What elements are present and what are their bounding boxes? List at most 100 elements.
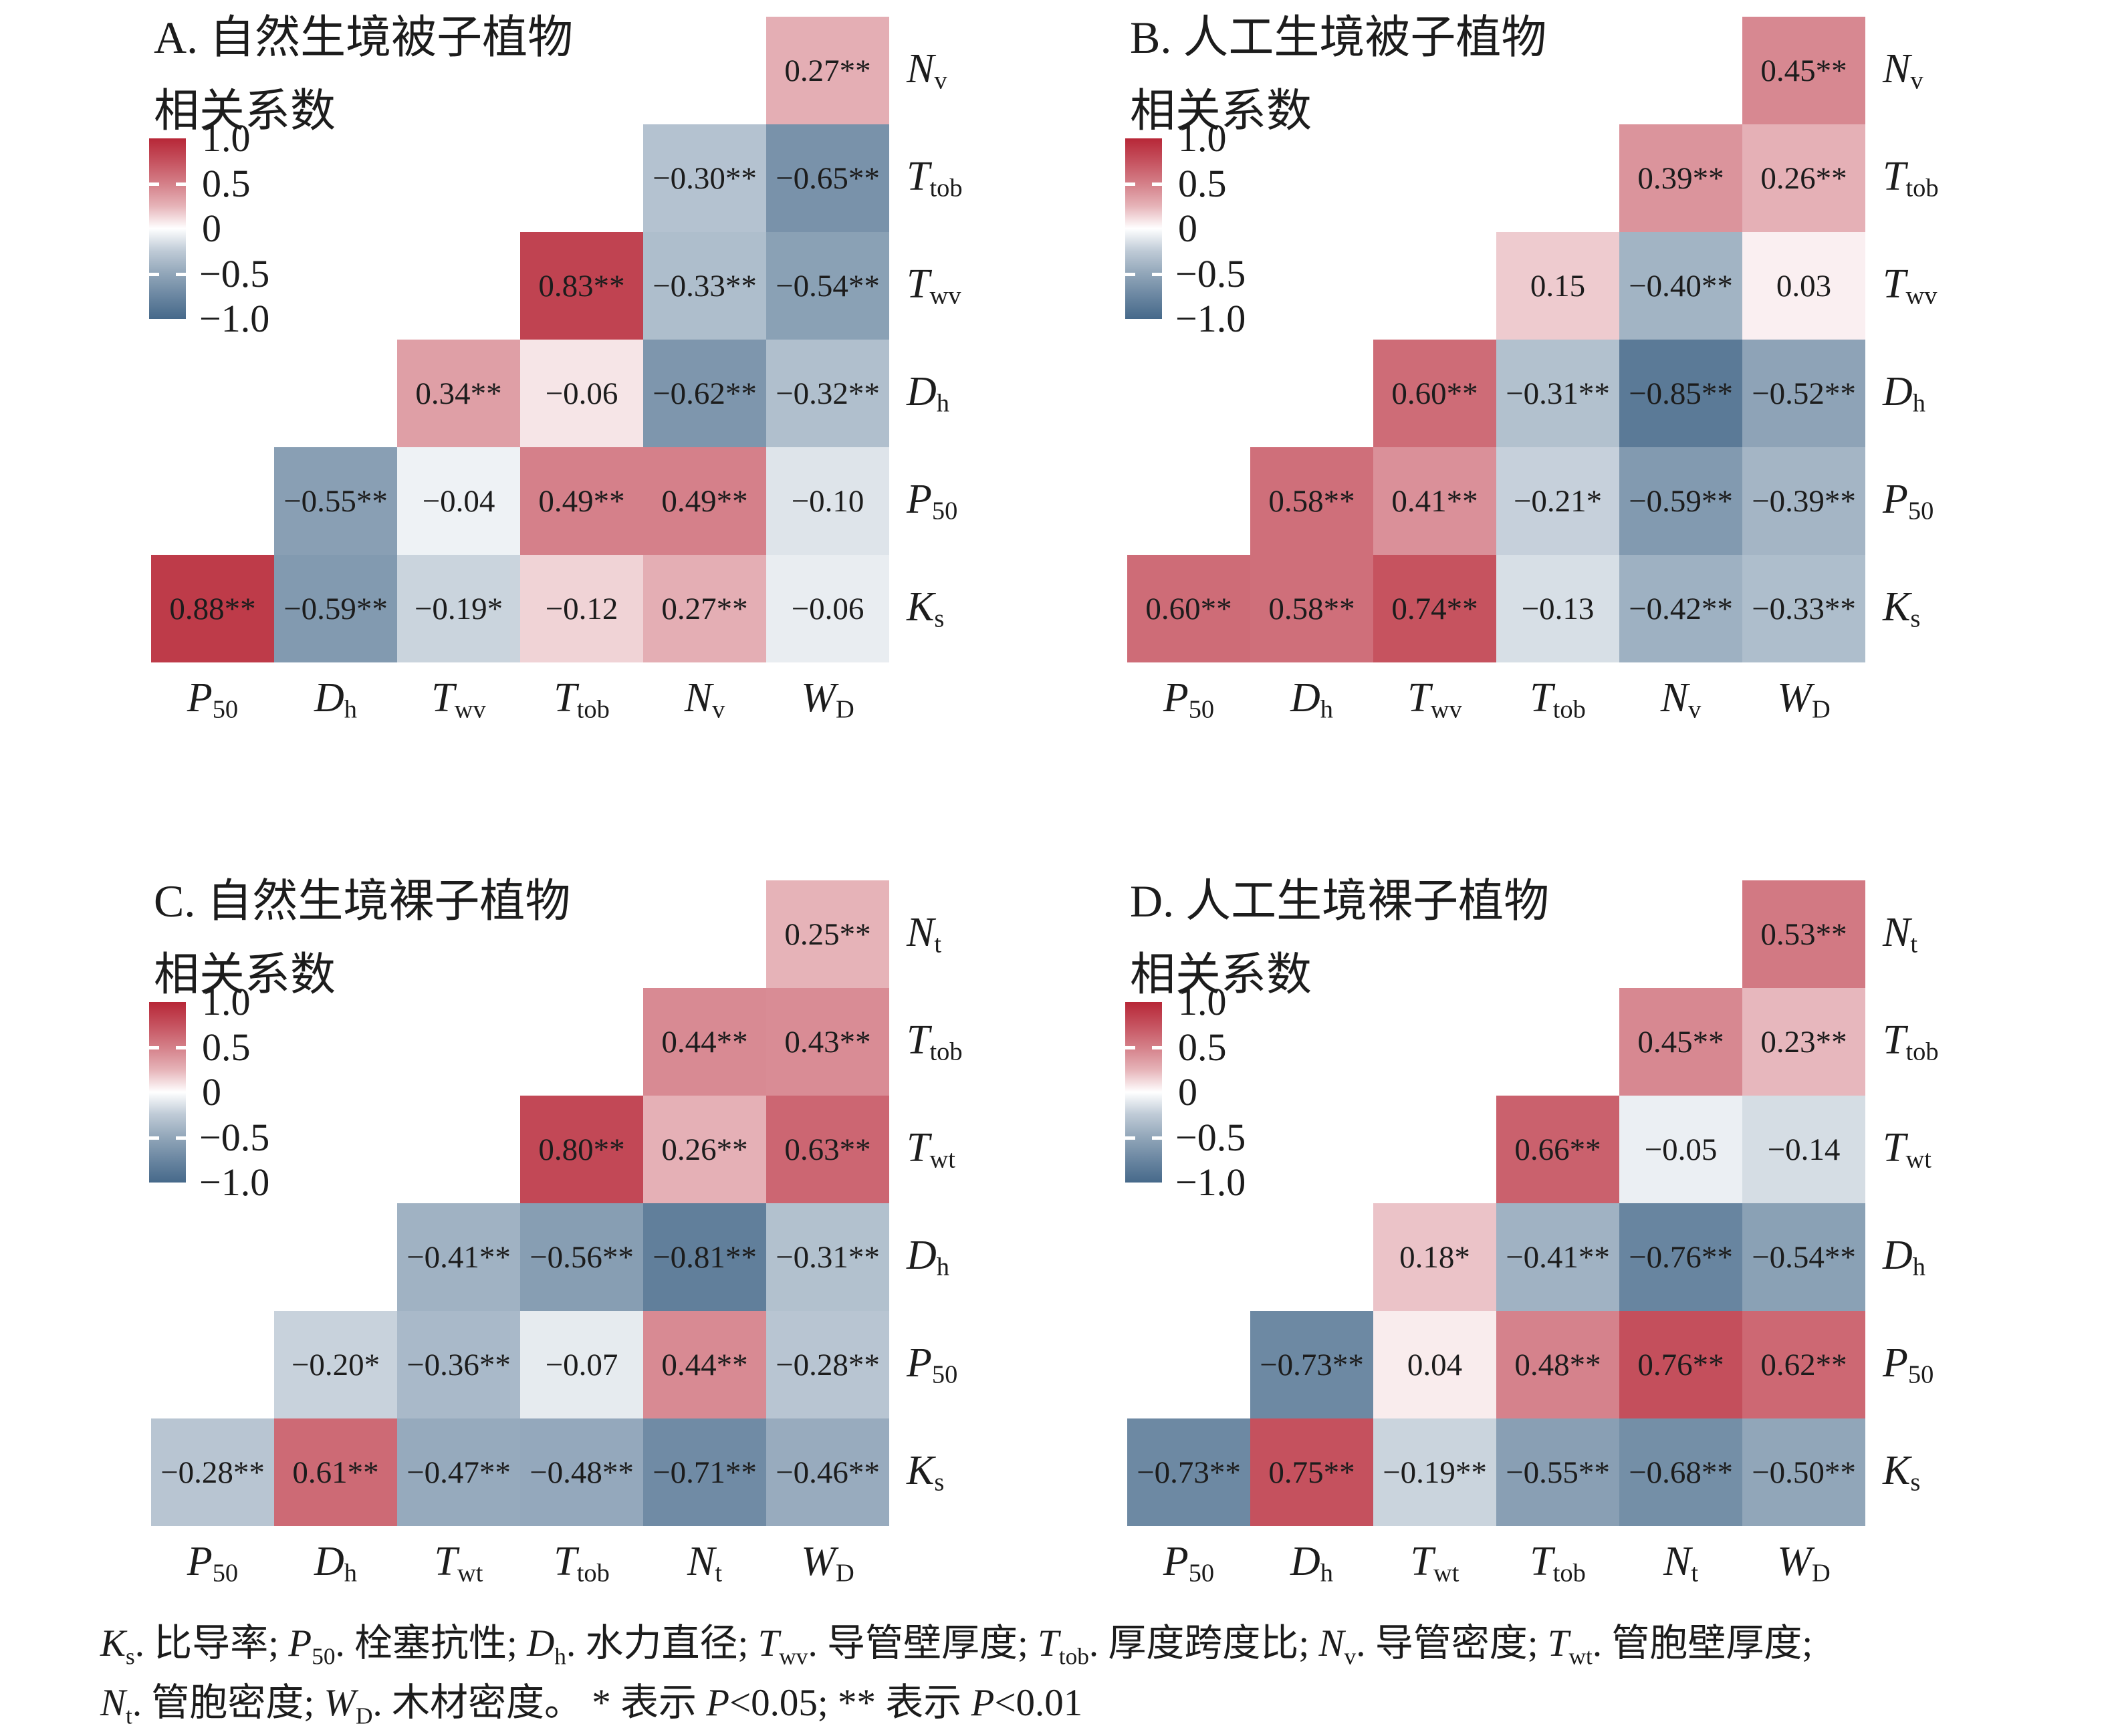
legend-tick-label: 1.0: [202, 116, 251, 160]
row-label: Dh: [907, 1233, 949, 1281]
legend-tick-mark: [1152, 272, 1162, 276]
matrix-cell: −0.40**: [1619, 232, 1742, 340]
col-label: Nt: [1663, 1539, 1699, 1588]
legend-tick-mark: [149, 1136, 159, 1140]
col-label: Twt: [434, 1539, 483, 1588]
matrix-cell: −0.33**: [643, 232, 766, 340]
matrix-cell: −0.31**: [766, 1203, 889, 1311]
legend-label: 相关系数: [154, 949, 336, 1000]
matrix-cell: 0.15: [1496, 232, 1619, 340]
legend-colorbar: [1125, 1002, 1162, 1183]
matrix-cell: 0.58**: [1250, 555, 1373, 662]
legend-tick-label: 1.0: [1178, 116, 1227, 160]
matrix-cell: −0.68**: [1619, 1418, 1742, 1526]
matrix-cell: −0.31**: [1496, 340, 1619, 447]
col-label: P50: [187, 675, 239, 724]
matrix-cell: −0.04: [397, 447, 520, 555]
matrix-cell: −0.46**: [766, 1418, 889, 1526]
legend-tick-mark: [176, 182, 186, 186]
row-label: Twv: [1883, 261, 1938, 310]
panel-title: D. 人工生境裸子植物: [1130, 876, 1550, 926]
row-label: Ttob: [1883, 1017, 1939, 1066]
matrix-cell: 0.61**: [274, 1418, 397, 1526]
matrix-cell: −0.19*: [397, 555, 520, 662]
row-label: Ks: [907, 1448, 945, 1497]
matrix-cell: −0.06: [766, 555, 889, 662]
matrix-cell: −0.07: [520, 1311, 643, 1418]
matrix-cell: 0.88**: [151, 555, 274, 662]
col-label: Nv: [684, 675, 725, 724]
col-label: Ttob: [554, 675, 610, 724]
legend-tick-mark: [1125, 182, 1135, 186]
matrix-cell: −0.76**: [1619, 1203, 1742, 1311]
matrix-cell: −0.39**: [1742, 447, 1865, 555]
matrix-cell: 0.60**: [1127, 555, 1250, 662]
matrix-cell: 0.49**: [643, 447, 766, 555]
matrix-cell: 0.49**: [520, 447, 643, 555]
matrix-cell: 0.04: [1373, 1311, 1496, 1418]
row-label: P50: [1883, 477, 1934, 525]
matrix-cell: 0.03: [1742, 232, 1865, 340]
legend-tick-label: 0: [1178, 207, 1197, 250]
matrix-cell: 0.75**: [1250, 1418, 1373, 1526]
row-label: Ttob: [907, 154, 963, 203]
matrix-cell: 0.18*: [1373, 1203, 1496, 1311]
row-label: Nt: [1883, 910, 1918, 959]
legend-tick-label: 1.0: [202, 980, 251, 1023]
legend-ticks: 1.0 0.5 0 −0.5 −1.0: [120, 7, 1056, 795]
row-label: Dh: [1883, 1233, 1925, 1281]
col-label: Dh: [1290, 1539, 1333, 1588]
legend-tick-label: 0.5: [202, 1025, 251, 1069]
col-label: Dh: [314, 1539, 357, 1588]
panel-A: A. 自然生境被子植物 相关系数 1.0 0.5 0 −0.5 −1.0 0.27** −…: [120, 7, 1056, 795]
legend-tick-label: 0: [1178, 1070, 1197, 1114]
matrix-cell: −0.41**: [1496, 1203, 1619, 1311]
correlation-matrix: 0.45** 0.39** 0.26** 0.15 −0.40** 0.03 0.60** −…: [1096, 7, 2032, 795]
matrix-cell: 0.63**: [766, 1096, 889, 1203]
matrix-cell: −0.71**: [643, 1418, 766, 1526]
col-label: P50: [1163, 675, 1215, 724]
row-label: Nv: [1883, 46, 1923, 95]
matrix-cell: 0.76**: [1619, 1311, 1742, 1418]
col-label: WD: [801, 675, 854, 724]
col-label: WD: [801, 1539, 854, 1588]
legend-tick-mark: [1152, 1136, 1162, 1140]
matrix-cell: −0.56**: [520, 1203, 643, 1311]
matrix-cell: −0.42**: [1619, 555, 1742, 662]
row-label: P50: [1883, 1340, 1934, 1389]
legend-tick-mark: [1125, 1136, 1135, 1140]
matrix-cell: −0.33**: [1742, 555, 1865, 662]
legend-tick-mark: [176, 272, 186, 276]
matrix-cell: −0.73**: [1127, 1418, 1250, 1526]
panel-C: C. 自然生境裸子植物 相关系数 1.0 0.5 0 −0.5 −1.0 0.25** 0…: [120, 870, 1056, 1659]
legend-tick-label: −0.5: [199, 1115, 270, 1159]
matrix-cell: −0.54**: [1742, 1203, 1865, 1311]
legend-label: 相关系数: [1130, 949, 1312, 1000]
row-label: P50: [907, 477, 958, 525]
matrix-cell: 0.26**: [1742, 124, 1865, 232]
matrix-cell: −0.32**: [766, 340, 889, 447]
legend-tick-label: −0.5: [1175, 251, 1246, 295]
legend-tick-label: 1.0: [1178, 980, 1227, 1023]
legend-tick-mark: [149, 182, 159, 186]
legend-tick-label: 0: [202, 207, 221, 250]
matrix-cell: 0.41**: [1373, 447, 1496, 555]
matrix-cell: −0.73**: [1250, 1311, 1373, 1418]
col-label: Dh: [314, 675, 357, 724]
row-label: Ttob: [907, 1017, 963, 1066]
col-label: WD: [1777, 675, 1831, 724]
matrix-cell: −0.14: [1742, 1096, 1865, 1203]
row-label: Ks: [1883, 1448, 1921, 1497]
col-label: Twt: [1410, 1539, 1459, 1588]
col-label: Twv: [431, 675, 486, 724]
col-label: P50: [1163, 1539, 1215, 1588]
legend-tick-label: 0.5: [202, 161, 251, 205]
matrix-cell: 0.26**: [643, 1096, 766, 1203]
panel-D: D. 人工生境裸子植物 相关系数 1.0 0.5 0 −0.5 −1.0 0.53** 0…: [1096, 870, 2032, 1659]
matrix-cell: −0.50**: [1742, 1418, 1865, 1526]
panel-B: B. 人工生境被子植物 相关系数 1.0 0.5 0 −0.5 −1.0 0.45** 0…: [1096, 7, 2032, 795]
row-label: Dh: [907, 369, 949, 418]
row-label: Twt: [1883, 1125, 1932, 1174]
legend-tick-mark: [149, 1045, 159, 1049]
